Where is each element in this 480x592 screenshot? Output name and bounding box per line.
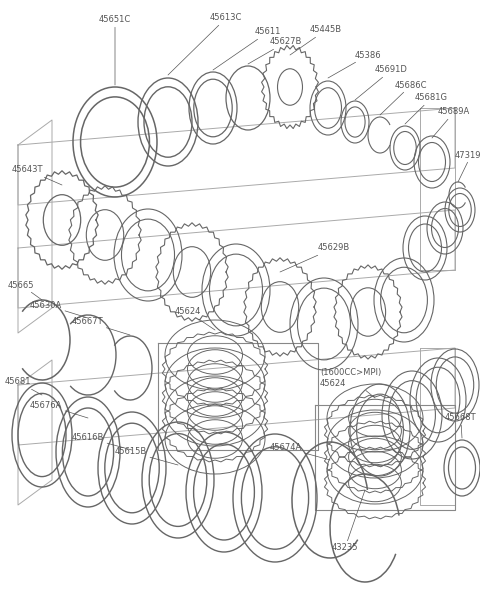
Text: 45627B: 45627B bbox=[248, 37, 302, 64]
Text: 45651C: 45651C bbox=[99, 15, 131, 85]
Text: 45676A: 45676A bbox=[30, 401, 88, 418]
Text: 45630A: 45630A bbox=[30, 301, 88, 318]
Text: 47319A: 47319A bbox=[455, 150, 480, 182]
Text: 45624: 45624 bbox=[175, 307, 215, 330]
Text: 45689A: 45689A bbox=[432, 108, 470, 138]
Text: 45665: 45665 bbox=[8, 281, 42, 300]
Text: 45616B: 45616B bbox=[72, 433, 132, 450]
Text: 45668T: 45668T bbox=[445, 413, 477, 438]
Text: 45691D: 45691D bbox=[355, 66, 408, 100]
Text: 45681G: 45681G bbox=[405, 94, 448, 124]
Text: 45686C: 45686C bbox=[380, 81, 428, 115]
Text: 45629B: 45629B bbox=[280, 243, 350, 272]
Text: 45681: 45681 bbox=[5, 378, 42, 395]
Text: 45674A: 45674A bbox=[270, 443, 330, 460]
Text: 45386: 45386 bbox=[328, 50, 382, 78]
Text: 45643T: 45643T bbox=[12, 166, 62, 185]
Text: 45667T: 45667T bbox=[72, 317, 130, 335]
Text: 45611: 45611 bbox=[213, 27, 281, 70]
Text: 43235: 43235 bbox=[332, 490, 365, 552]
Text: 45613C: 45613C bbox=[168, 14, 242, 75]
Text: 45445B: 45445B bbox=[290, 25, 342, 55]
Text: 45615B: 45615B bbox=[115, 448, 178, 465]
Text: (1600CC>MPI)
45624: (1600CC>MPI) 45624 bbox=[320, 368, 381, 398]
